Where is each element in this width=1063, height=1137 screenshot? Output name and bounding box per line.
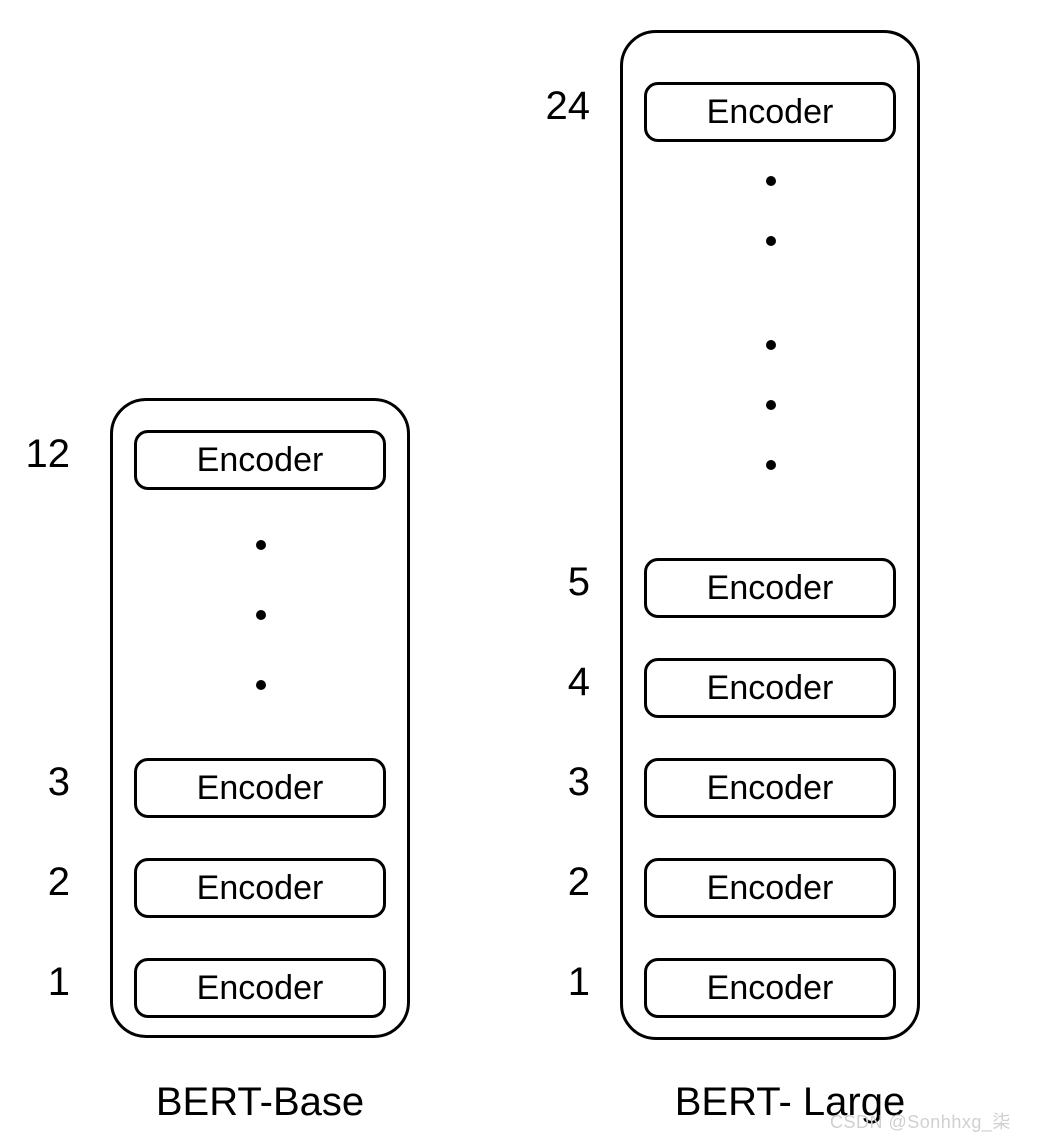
encoder-label: Encoder (707, 969, 834, 1008)
bert-large-num-24: 24 (528, 84, 590, 129)
bert-base-num-2: 2 (20, 860, 70, 905)
encoder-label: Encoder (197, 969, 324, 1008)
bert-large-encoder-5: Encoder (644, 558, 896, 618)
bert-large-encoder-24: Encoder (644, 82, 896, 142)
encoder-label: Encoder (707, 569, 834, 608)
ellipsis-dot-icon (766, 460, 776, 470)
bert-large-num-4: 4 (540, 660, 590, 705)
bert-large-num-2: 2 (540, 860, 590, 905)
bert-large-encoder-2: Encoder (644, 858, 896, 918)
watermark-text: CSDN @Sonhhxg_柒 (830, 1108, 1011, 1134)
ellipsis-dot-icon (766, 340, 776, 350)
bert-base-encoder-12: Encoder (134, 430, 386, 490)
ellipsis-dot-icon (766, 400, 776, 410)
encoder-label: Encoder (707, 93, 834, 132)
bert-base-encoder-1: Encoder (134, 958, 386, 1018)
bert-large-num-3: 3 (540, 760, 590, 805)
bert-base-num-3: 3 (20, 760, 70, 805)
bert-large-encoder-3: Encoder (644, 758, 896, 818)
bert-large-num-1: 1 (540, 960, 590, 1005)
encoder-label: Encoder (707, 669, 834, 708)
ellipsis-dot-icon (766, 176, 776, 186)
encoder-label: Encoder (197, 441, 324, 480)
ellipsis-dot-icon (256, 680, 266, 690)
ellipsis-dot-icon (256, 610, 266, 620)
encoder-label: Encoder (197, 769, 324, 808)
bert-base-title: BERT-Base (130, 1080, 390, 1125)
bert-base-num-1: 1 (20, 960, 70, 1005)
encoder-label: Encoder (707, 769, 834, 808)
bert-base-num-12: 12 (8, 432, 70, 477)
bert-large-encoder-1: Encoder (644, 958, 896, 1018)
bert-large-encoder-4: Encoder (644, 658, 896, 718)
bert-base-encoder-3: Encoder (134, 758, 386, 818)
ellipsis-dot-icon (256, 540, 266, 550)
bert-base-container (110, 398, 410, 1038)
ellipsis-dot-icon (766, 236, 776, 246)
bert-large-num-5: 5 (540, 560, 590, 605)
bert-base-encoder-2: Encoder (134, 858, 386, 918)
encoder-label: Encoder (707, 869, 834, 908)
encoder-label: Encoder (197, 869, 324, 908)
